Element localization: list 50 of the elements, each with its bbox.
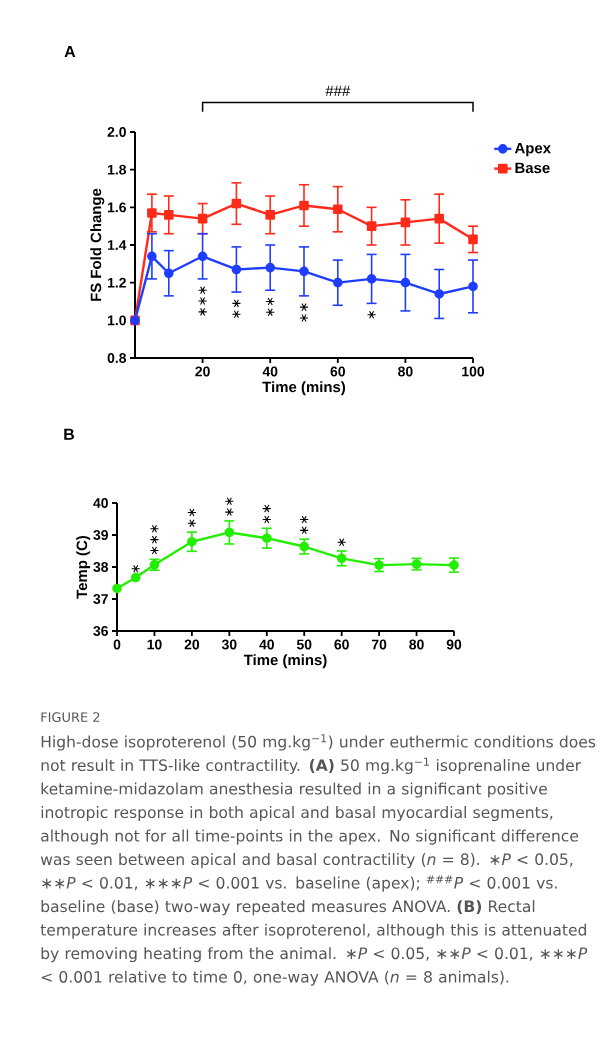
- y-tick-label: 1.6: [107, 202, 126, 213]
- y-tick-label: 38: [93, 562, 109, 572]
- x-tick-label: 60: [330, 366, 345, 377]
- y-tick-label: 0.8: [107, 353, 127, 363]
- x-tick-label: 10: [147, 639, 162, 650]
- caption: FIGURE 2: [41, 712, 100, 723]
- chart-title: A: [64, 45, 76, 57]
- data-label: ∗∗: [225, 497, 234, 516]
- x-tick-label: 20: [195, 366, 210, 377]
- x-tick-label: 90: [446, 639, 462, 650]
- y-tick-label: 39: [93, 530, 108, 540]
- y-tick-label: 1.8: [107, 164, 127, 175]
- data-label: ∗∗: [262, 504, 271, 524]
- legend-label: Apex: [514, 142, 551, 157]
- x-tick-label: 100: [462, 366, 485, 377]
- x-tick-label: 0: [113, 639, 121, 650]
- y-tick-label: 36: [93, 626, 108, 636]
- chart-title: B: [64, 428, 75, 440]
- text: High-dose isoproterenol (50 mg.kg$^{−1}$) under euthermic conditions does not result in TTS-like contractility. (A) 50 mg.kg$^{−1}$ isoprenaline under ketamine-midazolam anesthesia resulted in a significant positive inotropic response in both apical and basal myocardial segments, although not for all time-points in the apex. No significant difference was seen between apical and basal contractility (n = 8). ∗P < 0.05, ∗∗P < 0.01, ∗∗∗P < 0.001 vs. baseline (apex); $^{###}$P < 0.001 vs. baseline (base) two-way repeated measures ANOVA. (B) Rectal temperature increases after isoproterenol, although this is attenuated by removing heating from the animal. ∗P < 0.05, ∗∗P < 0.01, ∗∗∗P < 0.001 relative to time 0, one-way ANOVA (n = 8 animals).: [40, 734, 596, 986]
- data-label: ∗∗∗: [150, 525, 159, 555]
- data-label: ∗∗: [187, 508, 196, 528]
- data-label: ∗∗: [300, 515, 309, 535]
- y-axis-title: FS Fold Change: [90, 188, 105, 301]
- x-tick-label: 80: [398, 366, 413, 377]
- data-label: ∗: [131, 564, 140, 573]
- y-tick-label: 37: [93, 594, 108, 604]
- y-tick-label: 1.4: [107, 240, 127, 250]
- text: ###: [325, 85, 351, 96]
- data-label: ∗∗∗: [198, 286, 207, 316]
- data-label: ∗∗: [232, 299, 241, 318]
- y-axis-title: Temp (C): [76, 535, 91, 599]
- data-label: ∗∗: [266, 297, 275, 317]
- x-tick-label: 40: [262, 366, 278, 377]
- x-tick-label: 50: [296, 639, 312, 650]
- data-label: ∗: [367, 310, 376, 319]
- x-axis-title: Time (mins): [243, 654, 327, 669]
- x-tick-label: 70: [371, 639, 387, 650]
- data-label: ∗∗: [299, 303, 309, 322]
- x-axis-title: Time (mins): [262, 381, 346, 396]
- legend-label: Base: [515, 162, 550, 174]
- y-tick-label: 40: [93, 498, 108, 508]
- y-tick-label: 1.2: [107, 277, 126, 288]
- x-tick-label: 20: [184, 639, 200, 650]
- data-label: ∗: [337, 538, 346, 546]
- x-tick-label: 60: [334, 639, 349, 650]
- x-tick-label: 40: [259, 639, 274, 650]
- x-tick-label: 30: [221, 639, 237, 650]
- y-tick-label: 1.0: [107, 315, 126, 326]
- y-tick-label: 2.0: [107, 127, 126, 137]
- x-tick-label: 80: [409, 639, 424, 650]
